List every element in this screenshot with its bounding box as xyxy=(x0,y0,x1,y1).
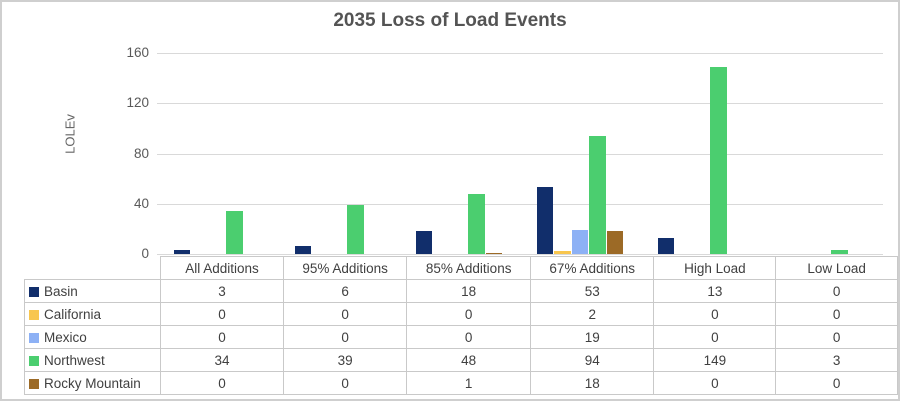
column-header-1: 95% Additions xyxy=(282,256,408,280)
value-cell-4-4: 0 xyxy=(653,371,777,395)
bar-northwest-0 xyxy=(226,211,243,254)
value-cell-2-3: 19 xyxy=(529,325,655,349)
value-cell-0-4: 13 xyxy=(653,279,777,303)
value-cell-4-0: 0 xyxy=(160,371,284,395)
gridline-80 xyxy=(157,153,883,155)
bar-rocky-mountain-3 xyxy=(606,231,624,254)
bar-basin-1 xyxy=(294,246,312,254)
column-header-2: 85% Additions xyxy=(406,256,531,280)
plot-area xyxy=(157,53,883,255)
y-tick-label-120: 120 xyxy=(126,95,149,111)
data-table: All Additions 95% Additions 85% Additions 6… xyxy=(23,256,898,395)
value-cell-2-2: 0 xyxy=(406,325,531,349)
column-header-0: All Additions xyxy=(160,256,284,280)
table-corner-cell xyxy=(25,257,161,280)
value-cell-1-3: 2 xyxy=(529,302,655,326)
value-cell-3-4: 149 xyxy=(653,348,777,372)
value-cell-3-0: 34 xyxy=(160,348,284,372)
column-header-5: Low Load xyxy=(775,256,898,280)
bar-rocky-mountain-2 xyxy=(485,252,503,254)
bar-northwest-4 xyxy=(710,66,727,254)
value-cell-0-2: 18 xyxy=(406,279,531,303)
value-cell-4-1: 0 xyxy=(282,371,408,395)
legend-swatch-basin xyxy=(29,286,39,297)
series-name-label: Rocky Mountain xyxy=(44,375,141,391)
value-cell-4-2: 1 xyxy=(406,371,531,395)
legend-swatch-california xyxy=(29,309,39,320)
table-row-california: California 0 0 0 2 0 0 xyxy=(23,302,898,326)
value-cell-2-0: 0 xyxy=(160,325,284,349)
value-cell-2-1: 0 xyxy=(282,325,408,349)
value-cell-1-2: 0 xyxy=(406,302,531,326)
y-tick-label-80: 80 xyxy=(133,145,149,161)
value-cell-1-4: 0 xyxy=(653,302,777,326)
bar-northwest-1 xyxy=(347,205,364,254)
value-cell-1-1: 0 xyxy=(282,302,408,326)
value-cell-0-1: 6 xyxy=(282,279,408,303)
series-name-label: California xyxy=(44,306,102,322)
value-cell-0-5: 0 xyxy=(775,279,898,303)
value-cell-2-5: 0 xyxy=(775,325,898,349)
gridline-120 xyxy=(157,103,883,105)
bar-basin-2 xyxy=(415,231,433,254)
gridline-160 xyxy=(157,53,883,54)
value-cell-4-3: 18 xyxy=(529,371,655,395)
value-cell-3-3: 94 xyxy=(529,348,655,372)
value-cell-3-2: 48 xyxy=(406,348,531,372)
bar-basin-3 xyxy=(536,187,554,254)
bar-california-3 xyxy=(554,251,571,254)
column-header-3: 67% Additions xyxy=(529,256,655,280)
y-tick-label-0: 0 xyxy=(141,246,149,261)
legend-swatch-northwest xyxy=(29,355,39,366)
column-header-4: High Load xyxy=(653,256,777,280)
bar-northwest-5 xyxy=(831,250,848,254)
table-row-northwest: Northwest 34 39 48 94 149 3 xyxy=(23,348,898,372)
row-header-california: California xyxy=(23,302,162,326)
chart-title: 2035 Loss of Load Events xyxy=(333,10,567,31)
value-cell-1-0: 0 xyxy=(160,302,284,326)
bar-northwest-2 xyxy=(468,193,485,254)
value-cell-0-0: 3 xyxy=(160,279,284,303)
value-cell-0-3: 53 xyxy=(529,279,655,303)
row-header-northwest: Northwest xyxy=(23,348,162,372)
bar-basin-0 xyxy=(173,250,191,254)
value-cell-4-5: 0 xyxy=(775,371,898,395)
row-header-basin: Basin xyxy=(23,279,162,303)
gridline-40 xyxy=(157,203,883,205)
value-cell-3-5: 3 xyxy=(775,348,898,372)
table-row-rocky-mountain: Rocky Mountain 0 0 1 18 0 0 xyxy=(23,371,898,395)
series-name-label: Northwest xyxy=(44,352,105,368)
bar-basin-4 xyxy=(657,237,675,254)
y-tick-label-160: 160 xyxy=(126,45,149,60)
table-row-basin: Basin 3 6 18 53 13 0 xyxy=(23,279,898,303)
row-header-mexico: Mexico xyxy=(23,325,162,349)
series-name-label: Basin xyxy=(44,283,78,299)
legend-swatch-rocky-mountain xyxy=(29,378,39,389)
table-header-row: All Additions 95% Additions 85% Additions 6… xyxy=(25,256,898,280)
row-header-rocky-mountain: Rocky Mountain xyxy=(23,371,162,395)
y-tick-label-40: 40 xyxy=(133,195,149,211)
value-cell-3-1: 39 xyxy=(282,348,408,372)
gridline-0 xyxy=(157,254,883,255)
value-cell-2-4: 0 xyxy=(653,325,777,349)
legend-swatch-mexico xyxy=(29,332,39,343)
series-name-label: Mexico xyxy=(44,329,87,345)
bar-mexico-3 xyxy=(571,230,589,254)
table-row-mexico: Mexico 0 0 0 19 0 0 xyxy=(23,325,898,349)
value-cell-1-5: 0 xyxy=(775,302,898,326)
bar-northwest-3 xyxy=(589,135,606,254)
